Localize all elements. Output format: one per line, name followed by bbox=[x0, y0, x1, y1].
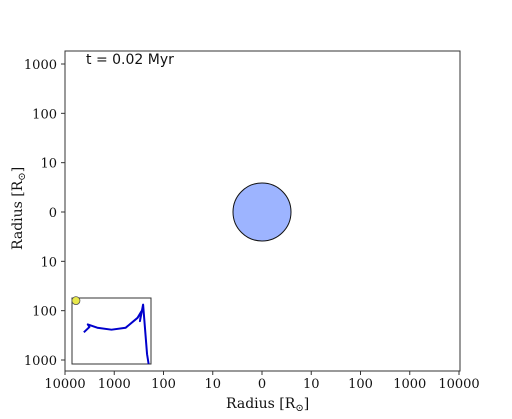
inset-track-line bbox=[83, 303, 150, 365]
x-tick-label: 10 bbox=[204, 377, 221, 392]
time-annotation: t = 0.02 Myr bbox=[86, 52, 174, 68]
y-tick-label: 100 bbox=[32, 305, 57, 320]
x-axis-label-close: ] bbox=[304, 396, 309, 412]
x-tick-label: 0 bbox=[258, 377, 266, 392]
x-tick-label: 100 bbox=[348, 377, 373, 392]
x-tick-label: 100 bbox=[151, 377, 176, 392]
x-tick-label: 10000 bbox=[438, 377, 479, 392]
x-tick-label: 10000 bbox=[44, 377, 85, 392]
y-axis-label-close: ] bbox=[10, 167, 26, 172]
x-axis-label: Radius [R⊙] bbox=[226, 396, 309, 414]
x-axis-label-symbol: ⊙ bbox=[295, 403, 303, 414]
inset-current-position-marker bbox=[71, 296, 81, 306]
x-axis-label-text: Radius [R bbox=[226, 396, 296, 412]
x-tick-label: 1000 bbox=[98, 377, 131, 392]
y-tick-label: 10 bbox=[40, 255, 57, 270]
y-tick-label: 0 bbox=[49, 206, 57, 221]
star-circle bbox=[232, 182, 292, 242]
y-axis-label-text: Radius [R bbox=[10, 180, 26, 250]
y-tick-label: 1000 bbox=[24, 58, 57, 73]
y-tick-label: 1000 bbox=[24, 354, 57, 369]
inset-plot bbox=[71, 296, 152, 365]
x-axis: 10000 1000 100 10 0 10 100 1000 10000 bbox=[44, 371, 480, 392]
y-tick-label: 100 bbox=[32, 107, 57, 122]
y-axis-label-symbol: ⊙ bbox=[17, 172, 28, 180]
x-tick-label: 10 bbox=[303, 377, 320, 392]
y-axis-label: Radius [R⊙] bbox=[10, 167, 28, 250]
x-tick-label: 1000 bbox=[393, 377, 426, 392]
y-tick-label: 10 bbox=[40, 157, 57, 172]
